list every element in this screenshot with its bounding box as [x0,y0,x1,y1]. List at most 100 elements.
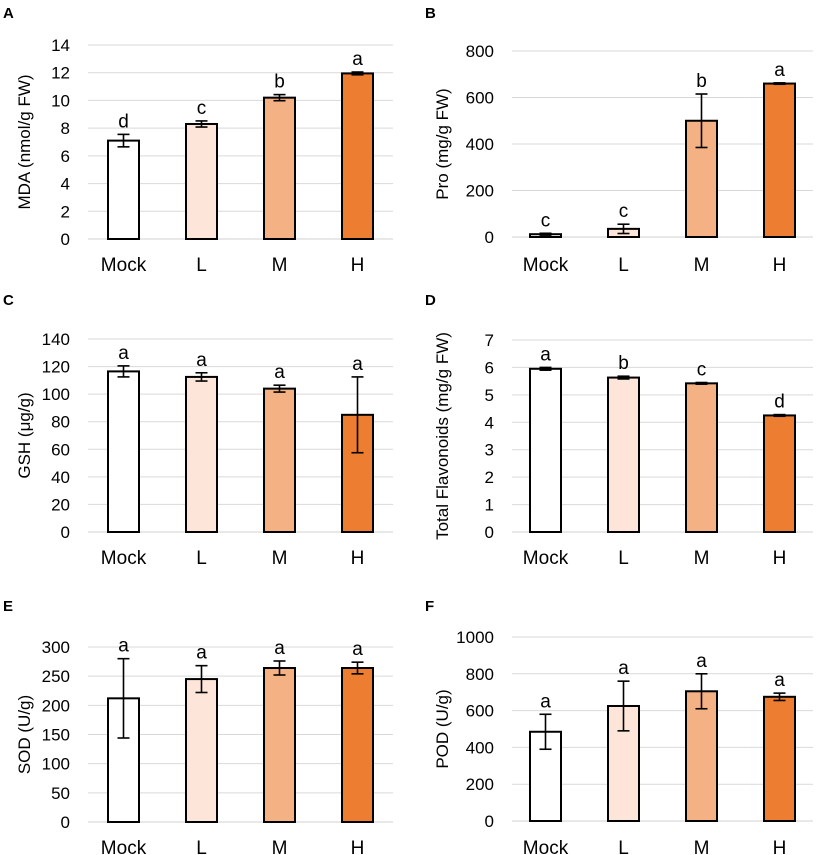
panel-d-category-label: L [618,548,629,569]
panel-f-category-label: L [618,838,629,855]
panel-a-ytick-label: 14 [51,36,70,55]
panel-a-ytick-label: 0 [61,230,70,249]
panel-c-sig-letter-mock: a [118,343,129,364]
panel-d-bar-h [763,414,796,533]
panel-f-sig-letter-l: a [618,658,629,679]
panel-c-ytick-label: 20 [51,495,70,514]
panel-e-sig-letter-mock: a [118,636,129,657]
panel-e-sig-letter-l: a [196,643,207,664]
panel-c-ylabel: GSH (μg/g) [15,392,34,478]
panel-a-ytick-label: 2 [61,202,70,221]
panel-f-bar-m [685,690,718,823]
panel-f-bar-h [763,695,796,822]
panel-f-category-label: Mock [523,838,569,855]
panel-e-ylabel: SOD (U/g) [15,695,34,774]
panel-e-category-label: L [196,838,207,855]
panel-c-category-label: L [196,548,207,569]
panel-e-letter: E [3,598,13,615]
panel-a-category-label: Mock [101,255,147,276]
panel-b-ytick-label: 600 [466,89,494,108]
panel-d-ytick-label: 0 [485,523,494,542]
panel-d-bar-mock [529,367,562,533]
panel-d-ytick-label: 4 [485,413,494,432]
panel-c-category-label: H [351,548,365,569]
panel-e-ytick-label: 200 [42,696,70,715]
panel-d-ylabel: Total Flavonoids (mg/g FW) [433,332,452,540]
panel-c-ytick-label: 140 [42,330,70,349]
panel-b-sig-letter-m: b [696,71,707,92]
panel-e-bar-mock [107,697,140,823]
panel-d-category-label: H [773,548,787,569]
panel-b-sig-letter-h: a [774,60,785,81]
panel-f-ytick-label: 800 [466,665,494,684]
panel-c-sig-letter-l: a [196,350,207,371]
panel-b-ytick-label: 400 [466,135,494,154]
panel-c-bar-mock [107,370,140,533]
panel-c-bar-m [263,387,296,533]
panel-a-ytick-label: 4 [61,175,70,194]
panel-e-category-label: M [272,838,288,855]
panel-b-sig-letter-l: c [619,201,629,222]
panel-c-ytick-label: 80 [51,413,70,432]
panel-c-sig-letter-h: a [352,354,363,375]
panel-c-ytick-label: 0 [61,523,70,542]
panel-b-ylabel: Pro (mg/g FW) [433,88,452,199]
panel-f-ytick-label: 400 [466,738,494,757]
panel-a-sig-letter-h: a [352,49,363,70]
panel-a-category-label: H [351,255,365,276]
panel-c-ytick-label: 40 [51,468,70,487]
panel-d-letter: D [425,292,436,309]
panel-d-category-label: Mock [523,548,569,569]
panel-e-sig-letter-h: a [352,639,363,660]
panel-d-sig-letter-m: c [697,360,707,381]
panel-d-ytick-label: 3 [485,441,494,460]
panel-d-ytick-label: 1 [485,496,494,515]
panel-a-sig-letter-m: b [274,72,285,93]
panel-c-category-label: Mock [101,548,147,569]
panel-f-letter: F [425,598,434,615]
panel-d-ytick-label: 7 [485,331,494,350]
panel-a-sig-letter-mock: d [118,111,129,132]
panel-d-category-label: M [694,548,710,569]
panel-e-category-label: Mock [101,838,147,855]
panel-d-sig-letter-mock: a [540,344,551,365]
panel-f-ylabel: POD (U/g) [433,689,452,768]
panel-f-category-label: M [694,838,710,855]
panel-a-ytick-label: 8 [61,119,70,138]
panel-b-ytick-label: 800 [466,42,494,61]
panel-a-ylabel: MDA (nmol/g FW) [15,74,34,209]
panel-e-sig-letter-m: a [274,638,285,659]
panel-f-ytick-label: 600 [466,702,494,721]
panel-a-ytick-label: 12 [51,64,70,83]
panel-f-ytick-label: 0 [485,812,494,831]
panel-b-sig-letter-mock: c [541,210,551,231]
panel-d-sig-letter-l: b [618,353,629,374]
panel-a-bar-m [263,96,296,240]
panel-e-ytick-label: 100 [42,755,70,774]
panel-d-ytick-label: 6 [485,358,494,377]
panel-b-category-label: M [694,255,710,276]
panel-f-ytick-label: 1000 [456,628,494,647]
panel-c-category-label: M [272,548,288,569]
panel-e-bar-l [185,678,218,823]
panel-f-sig-letter-m: a [696,651,707,672]
panel-d-bar-l [607,376,640,533]
panel-a-ytick-label: 10 [51,91,70,110]
panel-a-letter: A [3,5,14,22]
panel-a-bar-mock [107,139,140,240]
panel-a-category-label: L [196,255,207,276]
panel-c-ytick-label: 100 [42,385,70,404]
panel-a-category-label: M [272,255,288,276]
panel-a-bar-l [185,122,218,240]
panel-d-ytick-label: 2 [485,468,494,487]
panel-d-bar-m [685,382,718,533]
panel-b-category-label: Mock [523,255,569,276]
panel-f-sig-letter-h: a [774,670,785,691]
panel-c-letter: C [3,292,14,309]
panel-f-sig-letter-mock: a [540,691,551,712]
panel-e-ytick-label: 50 [51,784,70,803]
panel-b-category-label: H [773,255,787,276]
panel-e-bar-h [341,667,374,823]
panel-b-bar-h [763,82,796,238]
panel-e-ytick-label: 300 [42,638,70,657]
